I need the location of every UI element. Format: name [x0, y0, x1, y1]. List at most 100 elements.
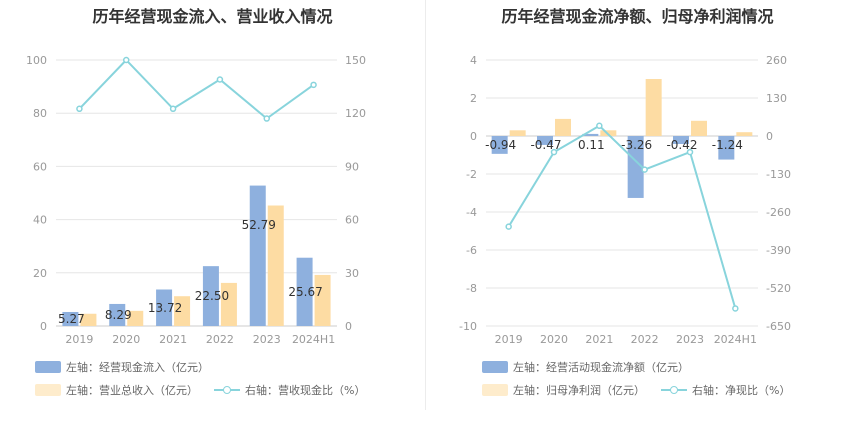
right-tick-label: 60 [345, 214, 359, 227]
legend-swatch [35, 361, 61, 373]
line-point [76, 105, 83, 113]
legend-label: 左轴：经营活动现金流净额（亿元） [513, 361, 689, 374]
bar [736, 132, 753, 136]
x-tick-label: 2019 [65, 333, 93, 346]
x-tick-label: 2022 [206, 333, 234, 346]
bar [673, 136, 689, 144]
data-label: 52.79 [242, 218, 276, 232]
right-tick-label: 90 [345, 160, 359, 173]
bar [555, 118, 571, 136]
bar [202, 266, 219, 326]
left-tick-label: 0 [40, 320, 47, 333]
x-tick-label: 2022 [631, 333, 659, 346]
legend-label: 右轴：营收现金比（%） [245, 384, 366, 397]
legend-label: 右轴：净现比（%） [692, 384, 791, 397]
data-label: 5.27 [58, 312, 85, 326]
legend-item[interactable]: 右轴：营收现金比（%） [214, 382, 365, 398]
x-tick-label: 2021 [159, 333, 187, 346]
x-tick-label: 2023 [253, 333, 281, 346]
left-tick-label: 40 [33, 214, 47, 227]
left-tick-label: 4 [470, 54, 477, 67]
bar [491, 136, 508, 154]
panel-divider [425, 0, 426, 410]
series-line [507, 124, 737, 309]
bar [174, 296, 191, 326]
legend-swatch [482, 384, 508, 396]
right-tick-label: 130 [766, 92, 787, 105]
x-tick-label: 2024H1 [714, 333, 757, 346]
line-point [263, 115, 270, 122]
bar [582, 133, 599, 136]
legend-line-marker [214, 384, 240, 396]
left-tick-label: -8 [466, 282, 477, 295]
data-label: 0.11 [578, 138, 605, 152]
bar [718, 136, 735, 160]
legend-item[interactable]: 右轴：净现比（%） [661, 382, 790, 398]
left-tick-label: -10 [459, 320, 477, 333]
data-label: -1.24 [712, 138, 743, 152]
data-label: -0.94 [485, 138, 516, 152]
bar [509, 130, 526, 136]
x-tick-label: 2024H1 [292, 333, 335, 346]
legend-label: 左轴：经营现金流入（亿元） [66, 361, 209, 374]
bar [627, 136, 644, 198]
data-label: 22.50 [195, 289, 229, 303]
right-tick-label: 120 [345, 107, 366, 120]
chart-plot: -10 -8 -6 -4 -2 0 2 4 -650 -520 -390 -260 -130 0 130 26… [459, 54, 791, 346]
bar [80, 313, 97, 326]
bar [296, 257, 313, 326]
bar [691, 120, 707, 136]
line-point [732, 305, 739, 312]
right-tick-label: 150 [345, 54, 366, 67]
line-point [216, 76, 224, 83]
chart-panel-net-cash-flow: 历年经营现金流净额、归母净利润情况 -10 -8 -6 -4 -2 0 2 4 -650 -520… [425, 0, 850, 437]
legend-item[interactable]: 左轴：归母净利润（亿元） [482, 382, 645, 398]
left-tick-label: -6 [466, 244, 477, 257]
legend-item[interactable]: 左轴：经营现金流入（亿元） [35, 359, 209, 375]
chart-plot: 0 20 40 60 80 100 0 30 60 90 120 150 2019 2020 2021 202… [26, 54, 366, 346]
chart-title: 历年经营现金流净额、归母净利润情况 [501, 7, 774, 26]
legend-item[interactable]: 左轴：营业总收入（亿元） [35, 382, 198, 398]
left-tick-label: 60 [33, 160, 47, 173]
data-label: -3.26 [621, 138, 652, 152]
right-tick-label: 30 [345, 267, 359, 280]
left-tick-label: 20 [33, 267, 47, 280]
right-tick-label: -650 [766, 320, 791, 333]
x-tick-label: 2023 [676, 333, 704, 346]
legend-row-2: 左轴：营业总收入（亿元） 右轴：营收现金比（%） [35, 382, 381, 398]
legend-line-marker [661, 384, 687, 396]
legend-label: 左轴：营业总收入（亿元） [66, 384, 198, 397]
legend-row-2: 左轴：归母净利润（亿元） 右轴：净现比（%） [482, 382, 806, 398]
right-tick-label: 0 [345, 320, 352, 333]
line-point [641, 166, 648, 173]
right-tick-label: -390 [766, 244, 791, 257]
line-point [123, 56, 130, 64]
right-tick-label: -520 [766, 282, 791, 295]
data-label: 25.67 [288, 285, 322, 299]
line-point [596, 122, 603, 130]
x-tick-label: 2019 [495, 333, 523, 346]
bar [267, 205, 284, 326]
bar [220, 282, 237, 326]
legend-label: 左轴：归母净利润（亿元） [513, 384, 645, 397]
left-tick-label: -4 [466, 206, 477, 219]
series-line [78, 58, 315, 120]
left-tick-label: 2 [470, 92, 477, 105]
data-label: 8.29 [105, 308, 132, 322]
legend-swatch [482, 361, 508, 373]
bar [645, 79, 662, 136]
right-tick-label: 0 [766, 130, 773, 143]
legend-item[interactable]: 左轴：经营活动现金流净额（亿元） [482, 359, 689, 375]
left-tick-label: 100 [26, 54, 47, 67]
bar [537, 136, 553, 145]
bar [249, 185, 266, 326]
left-tick-label: 80 [33, 107, 47, 120]
data-label: -0.42 [666, 138, 697, 152]
data-label: -0.47 [530, 138, 561, 152]
legend-row-1: 左轴：经营活动现金流净额（亿元） [482, 359, 705, 375]
x-tick-label: 2020 [540, 333, 568, 346]
bar [109, 303, 126, 326]
bar [62, 311, 79, 326]
chart-panel-cash-inflow: 历年经营现金流入、营业收入情况 0 20 40 60 80 100 0 30 60 90 120 15… [26, 7, 381, 398]
right-tick-label: -260 [766, 206, 791, 219]
